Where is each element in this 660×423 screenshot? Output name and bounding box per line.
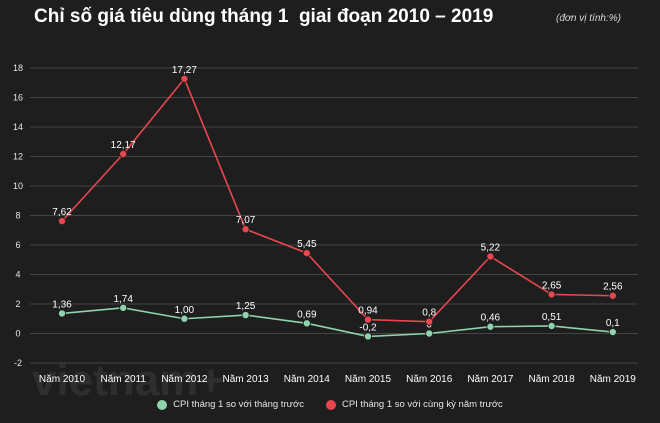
data-point (241, 311, 250, 320)
data-point (425, 317, 434, 326)
x-tick-label: Năm 2014 (284, 374, 331, 385)
legend-item-series-2: CPI tháng 1 so với cùng kỳ năm trước (325, 399, 503, 410)
data-label: 5,45 (297, 239, 317, 250)
data-label: 1,74 (113, 294, 133, 305)
data-label: 2,65 (542, 280, 562, 291)
data-label: 7,07 (236, 215, 256, 226)
data-point (425, 329, 434, 338)
x-tick-label: Năm 2015 (345, 374, 392, 385)
watermark-text: vietnam+ (32, 356, 224, 400)
y-tick-label: 18 (13, 63, 23, 73)
data-label: 1,25 (236, 301, 256, 312)
data-point (608, 291, 617, 300)
data-label: -0,2 (359, 322, 377, 333)
x-axis: Năm 2010 Năm 2011 Năm 2012 Năm 2013 Năm 2014… (39, 374, 636, 385)
grid-lines (30, 67, 638, 364)
data-point (363, 315, 372, 324)
data-point (486, 322, 495, 331)
series-2: 7,62 12,17 17,27 7,07 5,45 0,94 0,8 5,22 2,65 2,5… (52, 65, 623, 326)
data-point (363, 332, 372, 341)
y-tick-label: 2 (15, 299, 20, 309)
y-tick-label: 12 (13, 152, 23, 162)
y-tick-label: 10 (13, 181, 23, 191)
data-label: 7,62 (52, 207, 72, 218)
data-point (180, 314, 189, 323)
legend-label-series-2: CPI tháng 1 so với cùng kỳ năm trước (341, 399, 503, 410)
data-point (547, 290, 556, 299)
x-tick-label: Năm 2016 (406, 374, 453, 385)
legend-marker-series-1 (157, 399, 168, 410)
data-label: 1,00 (175, 305, 195, 316)
data-point (119, 149, 128, 158)
series-line (61, 77, 613, 323)
legend-marker-series-2 (325, 399, 336, 410)
x-tick-label: Năm 2013 (223, 374, 270, 385)
data-label: 12,17 (111, 140, 136, 151)
data-point (486, 252, 495, 261)
chart-title: Chỉ số giá tiêu dùng tháng 1 giai đoạn 2… (34, 6, 494, 27)
y-tick-label: 14 (13, 122, 23, 132)
data-label: 1,36 (52, 299, 72, 310)
data-point (180, 74, 189, 83)
data-point (58, 309, 67, 318)
x-tick-label: Năm 2018 (529, 374, 576, 385)
data-point (119, 303, 128, 312)
data-point (302, 319, 311, 328)
data-point (58, 217, 67, 226)
legend-label-series-1: CPI tháng 1 so với tháng trước (173, 399, 304, 410)
y-tick-label: 4 (15, 270, 20, 280)
legend-item-series-1: CPI tháng 1 so với tháng trước (157, 399, 304, 410)
data-label: 0,69 (297, 309, 317, 320)
data-label: 5,22 (481, 243, 501, 254)
x-tick-label: Năm 2011 (100, 374, 146, 385)
data-label: 17,27 (172, 65, 197, 76)
data-point (302, 249, 311, 258)
y-tick-label: -2 (14, 358, 22, 368)
data-point (241, 225, 250, 234)
legend: CPI tháng 1 so với tháng trước CPI tháng… (0, 399, 660, 410)
data-label: 2,56 (603, 282, 623, 293)
data-label: 0,46 (481, 313, 501, 324)
unit-note: (đơn vị tính:%) (556, 13, 621, 24)
y-axis: -2 0 2 4 6 8 10 12 14 16 18 (13, 63, 23, 368)
x-tick-label: Năm 2017 (467, 374, 514, 385)
y-tick-label: 8 (15, 211, 20, 221)
data-label: 0,8 (422, 308, 436, 319)
x-tick-label: Năm 2010 (39, 374, 86, 385)
data-point (608, 328, 617, 337)
y-tick-label: 6 (15, 240, 20, 250)
series-layer: 1,361,741,001,250,69-0,200,460,510,17,62… (52, 65, 623, 341)
data-label: 0,94 (358, 306, 378, 317)
series-line (61, 307, 613, 338)
y-tick-label: 0 (15, 329, 20, 339)
x-tick-label: Năm 2019 (590, 374, 637, 385)
data-label: 0,1 (606, 318, 620, 329)
data-point (547, 321, 556, 330)
data-label: 0,51 (542, 312, 562, 323)
y-tick-label: 16 (13, 93, 23, 103)
series-1: 1,361,741,001,250,69-0,200,460,510,1 (52, 294, 620, 341)
x-tick-label: Năm 2012 (161, 374, 208, 385)
